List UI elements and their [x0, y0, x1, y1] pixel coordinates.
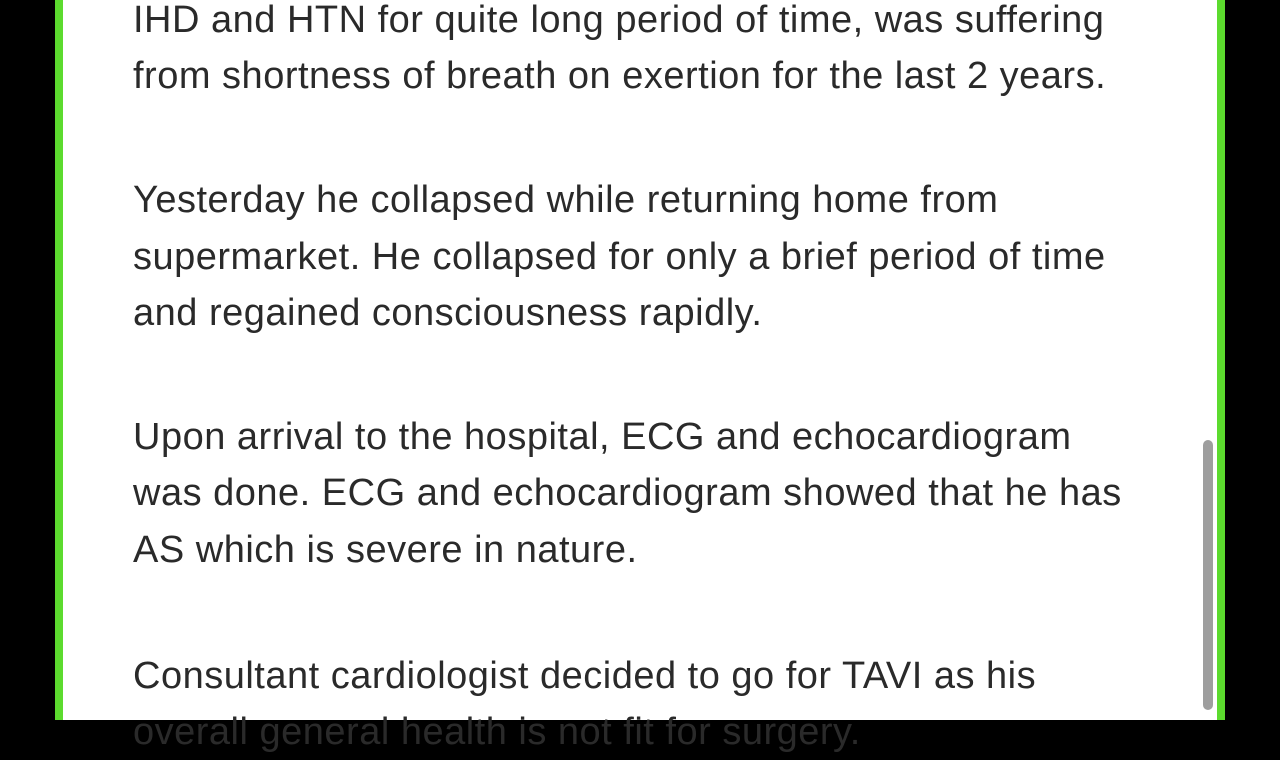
document-content: IHD and HTN for quite long period of tim…: [63, 0, 1217, 712]
document-frame: IHD and HTN for quite long period of tim…: [55, 0, 1225, 720]
paragraph-1: IHD and HTN for quite long period of tim…: [133, 0, 1147, 104]
paragraph-4: Consultant cardiologist decided to go fo…: [133, 648, 1147, 760]
paragraph-2: Yesterday he collapsed while returning h…: [133, 172, 1147, 341]
paragraph-3: Upon arrival to the hospital, ECG and ec…: [133, 409, 1147, 578]
scrollbar-thumb[interactable]: [1203, 440, 1213, 710]
